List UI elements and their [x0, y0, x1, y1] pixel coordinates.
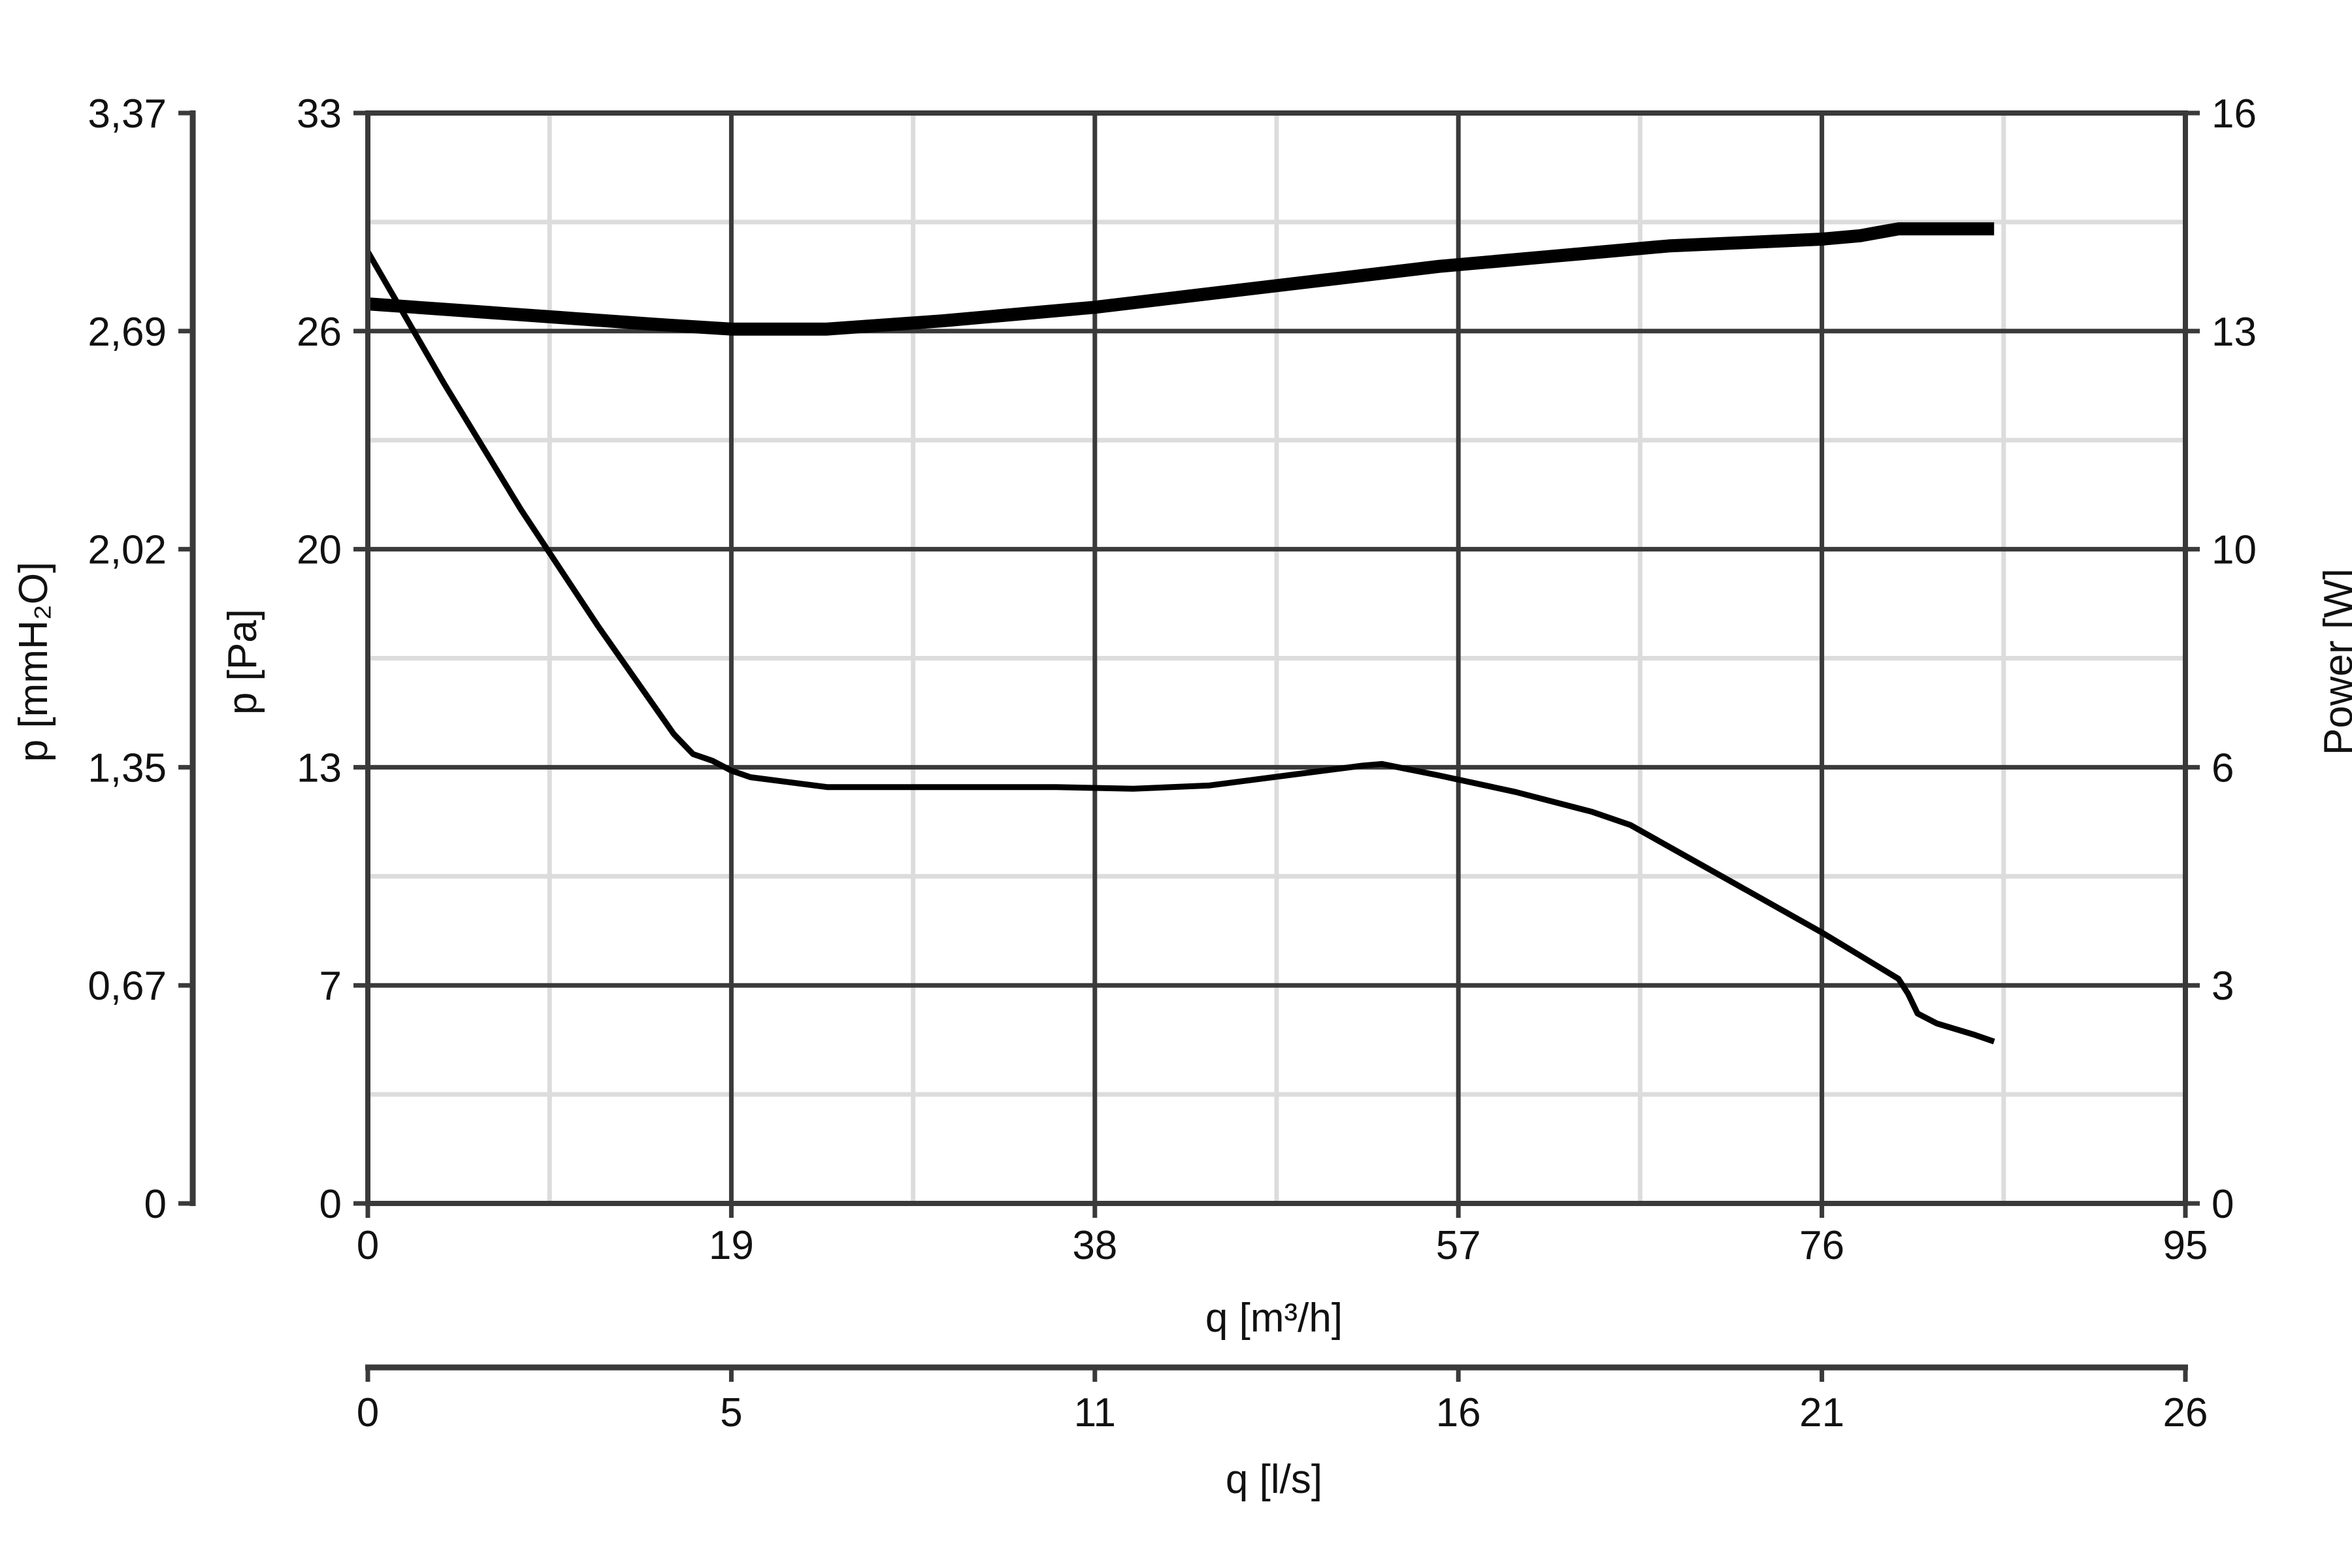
y2-tick-label: 3,37	[88, 91, 167, 137]
y2-tick-label: 0,67	[88, 964, 167, 1009]
x-tick-label: 57	[1436, 1223, 1481, 1268]
y-tick-label: 26	[297, 310, 342, 355]
y3-axis-label: Power [W]	[2316, 568, 2352, 755]
x-tick-label: 38	[1072, 1223, 1117, 1268]
y3-tick-label: 13	[2212, 310, 2257, 355]
x2-tick-label: 0	[357, 1390, 379, 1435]
minor-gridlines	[368, 113, 2185, 1203]
x2-tick-label: 11	[1074, 1390, 1116, 1435]
plot-frame	[365, 110, 2188, 1206]
power-curve	[367, 222, 1995, 336]
y-tick-label: 0	[319, 1182, 342, 1227]
y-tick-label: 20	[297, 528, 342, 573]
x2-tick-label: 21	[1799, 1390, 1844, 1435]
y3-tick-label: 3	[2212, 964, 2234, 1009]
tick-labels: 0 7 13 20 26 33 0 3 6 10 13 16 0 0,67 1,35 2,02 2,69 3,37…	[88, 91, 2257, 1435]
axes-layer	[178, 110, 2200, 1382]
x-tick-label: 95	[2163, 1223, 2208, 1268]
x2-tick-label: 26	[2163, 1390, 2208, 1435]
y2-axis-label: p [mmH₂O]	[11, 562, 56, 762]
y3-tick-label: 0	[2212, 1182, 2234, 1227]
major-gridlines	[368, 113, 2185, 1203]
y2-tick-label: 2,69	[88, 310, 167, 355]
pressure-curve	[365, 250, 1995, 1045]
x2-tick-label: 5	[720, 1390, 742, 1435]
y2-tick-label: 1,35	[88, 745, 167, 791]
y3-tick-label: 6	[2212, 745, 2234, 791]
series-layer	[365, 222, 1995, 1045]
x-axis-label: q [m³/h]	[1205, 1296, 1343, 1341]
y2-tick-label: 0	[144, 1182, 167, 1227]
y-tick-label: 13	[297, 745, 342, 791]
x2-tick-label: 16	[1436, 1390, 1481, 1435]
y-axis-label: p [Pa]	[220, 609, 265, 715]
y3-tick-label: 10	[2212, 528, 2257, 573]
x2-axis-label: q [l/s]	[1226, 1457, 1322, 1502]
x-tick-label: 76	[1799, 1223, 1844, 1268]
y-tick-label: 7	[319, 964, 342, 1009]
y-tick-label: 33	[297, 91, 342, 137]
x-tick-label: 0	[357, 1223, 379, 1268]
y2-tick-label: 2,02	[88, 528, 167, 573]
y3-tick-label: 16	[2212, 91, 2257, 137]
x-tick-label: 19	[709, 1223, 754, 1268]
